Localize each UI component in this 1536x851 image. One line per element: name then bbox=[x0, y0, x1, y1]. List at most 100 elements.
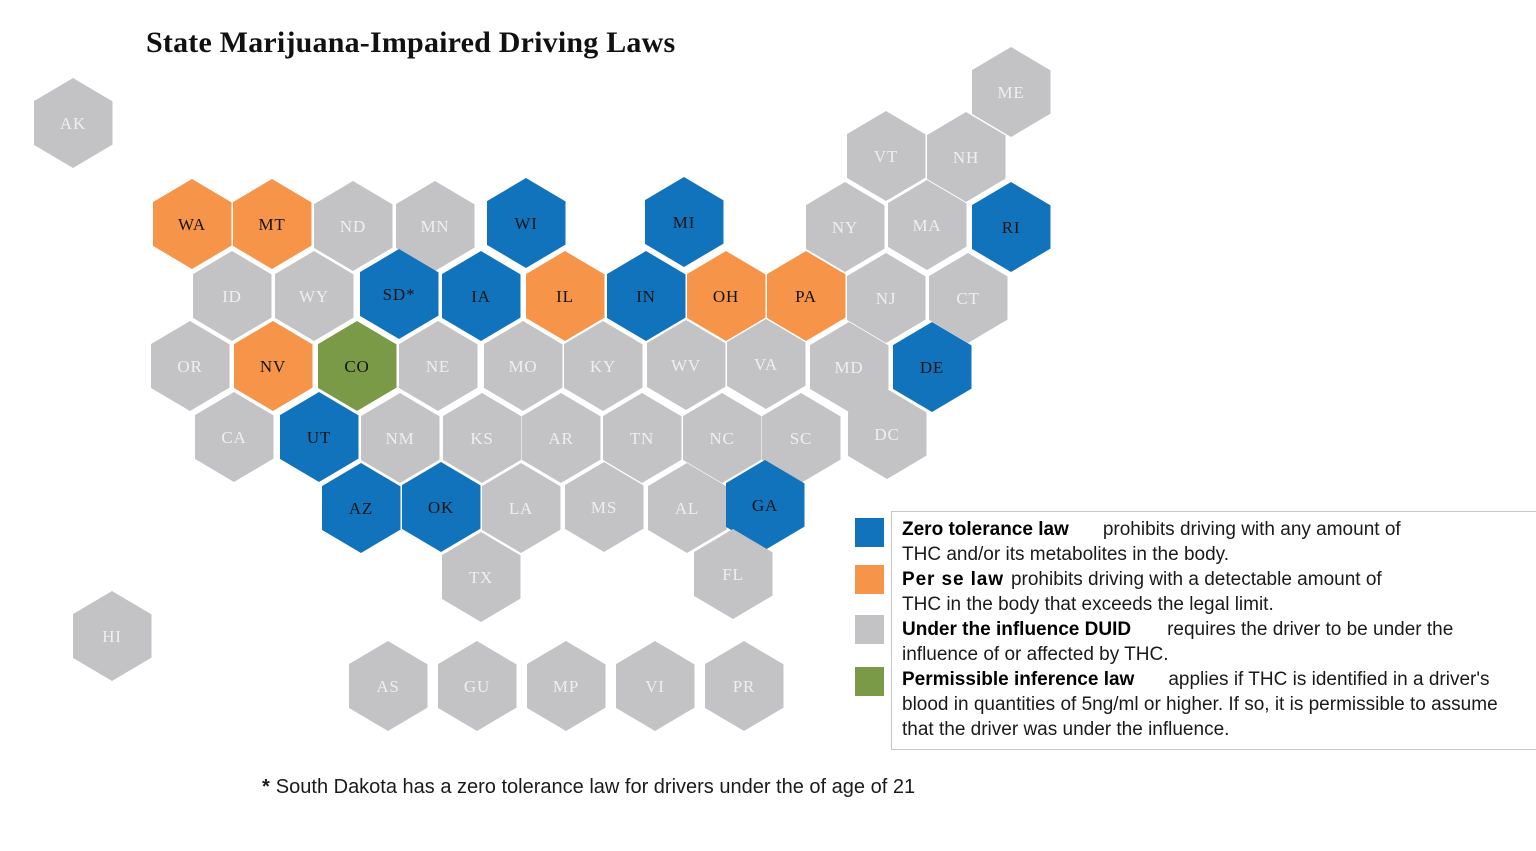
state-label-GA: GA bbox=[751, 495, 779, 515]
state-label-PA: PA bbox=[795, 286, 817, 306]
legend-item-duid: Under the influence DUID requires the dri… bbox=[902, 617, 1530, 667]
state-label-WI: WI bbox=[514, 213, 538, 233]
state-label-DC: DC bbox=[874, 424, 900, 444]
state-label-GU: GU bbox=[463, 676, 491, 696]
state-label-OR: OR bbox=[177, 356, 203, 376]
state-label-DE: DE bbox=[919, 357, 945, 377]
state-hex-VT: VT bbox=[846, 111, 926, 201]
state-label-CO: CO bbox=[344, 356, 370, 376]
footnote: * South Dakota has a zero tolerance law f… bbox=[262, 776, 915, 799]
state-label-ME: ME bbox=[997, 82, 1025, 102]
state-hex-MP: MP bbox=[526, 641, 606, 731]
legend-swatch-per-se bbox=[855, 565, 884, 594]
state-label-CT: CT bbox=[956, 288, 980, 308]
state-label-NV: NV bbox=[259, 356, 287, 376]
state-label-VA: VA bbox=[754, 354, 778, 374]
state-label-AL: AL bbox=[674, 498, 700, 518]
state-label-NE: NE bbox=[425, 356, 451, 376]
state-label-CA: CA bbox=[221, 427, 247, 447]
state-label-MO: MO bbox=[508, 356, 538, 376]
state-hex-MI: MI bbox=[644, 177, 724, 267]
state-label-AZ: AZ bbox=[348, 498, 374, 518]
state-label-AR: AR bbox=[548, 428, 574, 448]
state-hex-IA: IA bbox=[441, 251, 521, 341]
state-hex-PR: PR bbox=[704, 641, 784, 731]
state-label-IA: IA bbox=[471, 286, 491, 306]
legend-desc-permissible-inference: applies if THC is identified in a driver… bbox=[902, 669, 1498, 740]
state-hex-AK: AK bbox=[33, 78, 113, 168]
state-label-WV: WV bbox=[671, 355, 701, 375]
state-hex-AZ: AZ bbox=[321, 463, 401, 553]
state-label-OK: OK bbox=[427, 497, 455, 517]
state-label-ID: ID bbox=[222, 286, 242, 306]
state-label-ND: ND bbox=[339, 216, 367, 236]
state-label-AS: AS bbox=[376, 676, 400, 696]
legend-desc-per-se: prohibits driving with a detectable amou… bbox=[902, 569, 1382, 615]
state-label-SD: SD* bbox=[382, 284, 416, 304]
state-label-NH: NH bbox=[952, 147, 980, 167]
footnote-text: South Dakota has a zero tolerance law fo… bbox=[275, 776, 916, 798]
state-label-MD: MD bbox=[834, 357, 864, 377]
state-hex-ND: ND bbox=[313, 181, 393, 271]
state-label-WA: WA bbox=[177, 214, 207, 234]
state-label-KY: KY bbox=[589, 356, 617, 376]
state-label-MA: MA bbox=[912, 215, 942, 235]
state-label-MS: MS bbox=[590, 497, 618, 517]
legend-label-permissible-inference: Permissible inference law bbox=[902, 669, 1135, 690]
state-hex-OK: OK bbox=[401, 462, 481, 552]
state-label-HI: HI bbox=[102, 626, 122, 646]
state-hex-WA: WA bbox=[152, 179, 232, 269]
state-hex-NV: NV bbox=[233, 321, 313, 411]
page-title: State Marijuana-Impaired Driving Laws bbox=[146, 26, 676, 59]
state-label-NJ: NJ bbox=[875, 288, 897, 308]
state-label-TX: TX bbox=[468, 567, 494, 587]
state-hex-HI: HI bbox=[72, 591, 152, 681]
state-hex-GU: GU bbox=[437, 641, 517, 731]
state-hex-OR: OR bbox=[150, 321, 230, 411]
footnote-asterisk: * bbox=[262, 776, 270, 798]
legend-desc-zero-tolerance: prohibits driving with any amount of THC… bbox=[902, 519, 1401, 565]
legend-item-per-se: Per se law prohibits driving with a detec… bbox=[902, 567, 1530, 617]
state-label-PR: PR bbox=[732, 676, 756, 696]
state-label-AK: AK bbox=[59, 113, 87, 133]
legend-item-permissible-inference: Permissible inference law applies if THC … bbox=[902, 667, 1530, 742]
state-hex-ID: ID bbox=[192, 251, 272, 341]
state-hex-MO: MO bbox=[483, 321, 563, 411]
state-label-NY: NY bbox=[831, 217, 859, 237]
state-label-MT: MT bbox=[258, 214, 286, 234]
state-hex-VI: VI bbox=[615, 641, 695, 731]
state-hex-KS: KS bbox=[442, 393, 522, 483]
state-label-IN: IN bbox=[636, 286, 656, 306]
state-label-IL: IL bbox=[556, 286, 574, 306]
state-hex-WI: WI bbox=[486, 178, 566, 268]
legend-label-duid: Under the influence DUID bbox=[902, 619, 1132, 640]
state-label-UT: UT bbox=[306, 427, 332, 447]
state-hex-MT: MT bbox=[232, 179, 312, 269]
state-hex-AR: AR bbox=[521, 393, 601, 483]
state-label-LA: LA bbox=[508, 498, 534, 518]
legend-swatch-zero-tolerance bbox=[855, 518, 884, 547]
state-label-OH: OH bbox=[712, 286, 740, 306]
legend-label-per-se: Per se law bbox=[902, 569, 1004, 590]
legend-item-zero-tolerance: Zero tolerance law prohibits driving with… bbox=[902, 517, 1530, 567]
legend-swatch-permissible-inference bbox=[855, 667, 884, 696]
state-label-NC: NC bbox=[709, 428, 735, 448]
state-hex-CO: CO bbox=[317, 321, 397, 411]
legend-desc-duid: requires the driver to be under the infl… bbox=[902, 619, 1454, 665]
state-label-VT: VT bbox=[873, 146, 899, 166]
state-label-RI: RI bbox=[1001, 217, 1021, 237]
legend-label-zero-tolerance: Zero tolerance law bbox=[902, 519, 1069, 540]
state-hex-AS: AS bbox=[348, 641, 428, 731]
state-hex-NE: NE bbox=[398, 321, 478, 411]
legend-swatch-duid bbox=[855, 615, 884, 644]
state-label-NM: NM bbox=[385, 428, 415, 448]
state-hex-UT: UT bbox=[279, 392, 359, 482]
state-label-KS: KS bbox=[470, 428, 494, 448]
state-hex-RI: RI bbox=[971, 182, 1051, 272]
state-hex-CA: CA bbox=[194, 392, 274, 482]
state-hex-NM: NM bbox=[360, 393, 440, 483]
legend-box: Zero tolerance law prohibits driving with… bbox=[891, 511, 1536, 750]
state-label-MN: MN bbox=[420, 216, 450, 236]
